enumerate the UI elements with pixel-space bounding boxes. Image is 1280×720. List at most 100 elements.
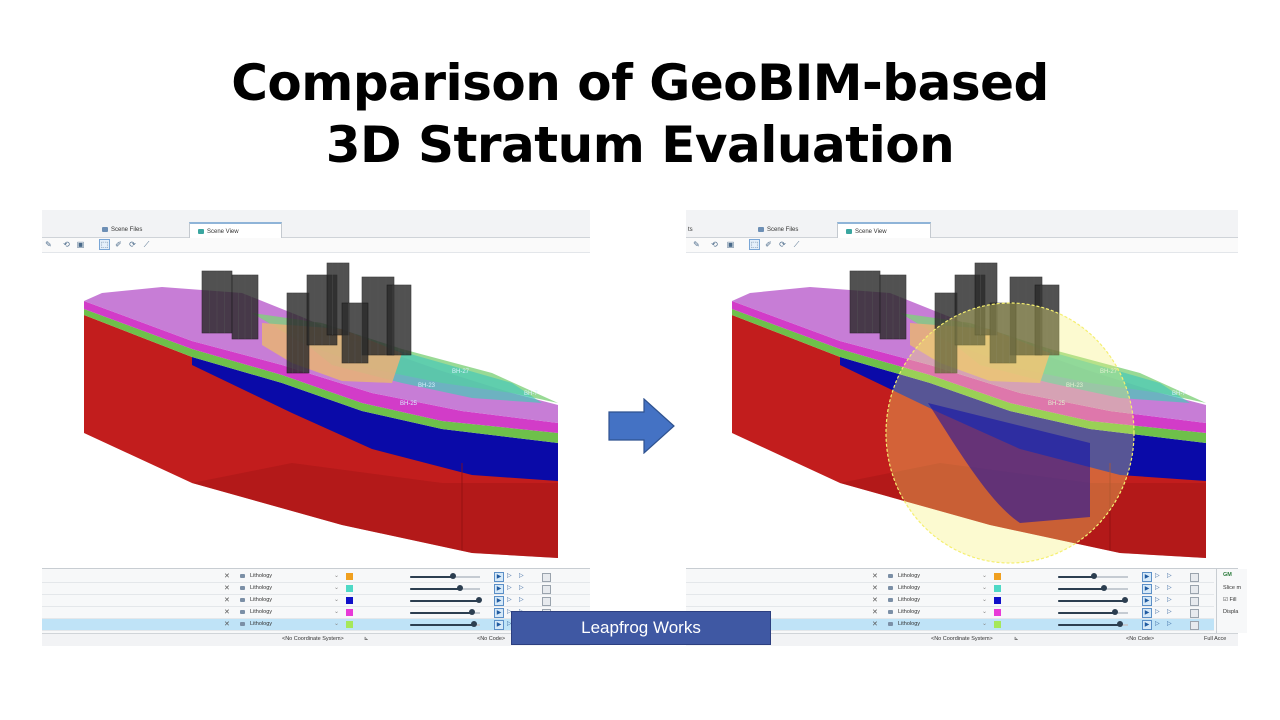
- play-icon[interactable]: ▶: [1142, 596, 1152, 606]
- grid-icon[interactable]: [1190, 573, 1199, 582]
- chevron-down-icon[interactable]: ⌄: [334, 573, 340, 579]
- slice-icon[interactable]: ▷: [1155, 597, 1160, 603]
- chevron-down-icon[interactable]: ⌄: [982, 573, 988, 579]
- tab-scene-view[interactable]: Scene View: [837, 222, 931, 239]
- slice-icon[interactable]: ▷: [507, 585, 512, 591]
- play-icon[interactable]: ▶: [494, 572, 504, 582]
- layer-row[interactable]: ✕Lithology⌄▶▷▷: [686, 619, 1214, 631]
- select-icon[interactable]: ⬚: [749, 239, 760, 250]
- remove-icon[interactable]: ✕: [224, 585, 230, 592]
- play-icon[interactable]: ▶: [1142, 608, 1152, 618]
- grid-icon[interactable]: [1190, 609, 1199, 618]
- rotate-icon[interactable]: ⟲: [63, 240, 70, 249]
- select-icon[interactable]: ⬚: [99, 239, 110, 250]
- slice-icon[interactable]: ▷: [1155, 585, 1160, 591]
- layer-color-swatch[interactable]: [346, 621, 353, 628]
- coordinate-system[interactable]: <No Coordinate System>: [931, 636, 993, 642]
- remove-icon[interactable]: ✕: [224, 597, 230, 604]
- layer-color-swatch[interactable]: [994, 597, 1001, 604]
- layer-row[interactable]: ✕Lithology⌄▶▷▷: [42, 571, 590, 583]
- layer-row[interactable]: ✕Lithology⌄▶▷▷: [686, 607, 1214, 619]
- layer-row[interactable]: ✕Lithology⌄▶▷▷: [42, 619, 590, 631]
- pencil-icon[interactable]: ✎: [45, 240, 52, 249]
- remove-icon[interactable]: ✕: [872, 609, 878, 616]
- orbit-icon[interactable]: ⟳: [129, 240, 136, 249]
- layer-color-swatch[interactable]: [994, 573, 1001, 580]
- slice-icon[interactable]: ▷: [507, 621, 512, 627]
- outline-icon[interactable]: ▷: [519, 585, 524, 591]
- play-icon[interactable]: ▶: [1142, 620, 1152, 630]
- outline-icon[interactable]: ▷: [1167, 621, 1172, 627]
- access-status[interactable]: Full Acce: [1204, 636, 1227, 642]
- tab-scene-files[interactable]: Scene Files: [750, 222, 806, 237]
- slice-icon[interactable]: ▷: [507, 597, 512, 603]
- tab-scene-view[interactable]: Scene View: [189, 222, 282, 239]
- chevron-down-icon[interactable]: ⌄: [982, 609, 988, 615]
- grid-icon[interactable]: [542, 585, 551, 594]
- grid-icon[interactable]: [1190, 597, 1199, 606]
- outline-icon[interactable]: ▷: [1167, 585, 1172, 591]
- play-icon[interactable]: ▶: [494, 608, 504, 618]
- 3d-viewport[interactable]: BH-27 BH-25 BH-23 BH-7: [42, 253, 590, 566]
- pencil-icon[interactable]: ✎: [693, 240, 700, 249]
- remove-icon[interactable]: ✕: [224, 609, 230, 616]
- layer-color-swatch[interactable]: [994, 621, 1001, 628]
- chevron-down-icon[interactable]: ⌄: [334, 597, 340, 603]
- remove-icon[interactable]: ✕: [872, 597, 878, 604]
- chevron-down-icon[interactable]: ⌄: [334, 585, 340, 591]
- play-icon[interactable]: ▶: [494, 596, 504, 606]
- opacity-slider[interactable]: [475, 597, 482, 603]
- chevron-down-icon[interactable]: ⌄: [334, 609, 340, 615]
- code-status[interactable]: <No Code>: [477, 636, 506, 642]
- layer-color-swatch[interactable]: [346, 585, 353, 592]
- tab-fragment[interactable]: ts: [688, 226, 693, 233]
- layer-color-swatch[interactable]: [994, 585, 1001, 592]
- outline-icon[interactable]: ▷: [1167, 597, 1172, 603]
- layer-row[interactable]: ✕Lithology⌄▶▷▷: [686, 595, 1214, 607]
- play-icon[interactable]: ▶: [494, 584, 504, 594]
- remove-icon[interactable]: ✕: [872, 573, 878, 580]
- opacity-slider[interactable]: [1091, 573, 1098, 579]
- outline-icon[interactable]: ▷: [1167, 573, 1172, 579]
- layer-color-swatch[interactable]: [346, 609, 353, 616]
- opacity-slider[interactable]: [1100, 585, 1107, 591]
- slice-icon[interactable]: ▷: [1155, 573, 1160, 579]
- slice-icon[interactable]: ▷: [507, 609, 512, 615]
- opacity-slider[interactable]: [468, 609, 475, 615]
- draw-icon[interactable]: ✐: [765, 240, 772, 249]
- coordinate-system[interactable]: <No Coordinate System>: [282, 636, 344, 642]
- code-status[interactable]: <No Code>: [1126, 636, 1155, 642]
- fill-checkbox[interactable]: ☑ Fill: [1223, 597, 1237, 603]
- 3d-viewport[interactable]: BH-27 BH-25 BH-23 BH-7: [686, 253, 1238, 566]
- view-icon[interactable]: ▣: [76, 240, 85, 249]
- draw-icon[interactable]: ✐: [115, 240, 122, 249]
- chevron-down-icon[interactable]: ⌄: [334, 621, 340, 627]
- opacity-slider[interactable]: [471, 621, 478, 627]
- grid-icon[interactable]: [1190, 621, 1199, 630]
- opacity-slider[interactable]: [1112, 609, 1119, 615]
- grid-icon[interactable]: [1190, 585, 1199, 594]
- view-icon[interactable]: ▣: [726, 240, 735, 249]
- remove-icon[interactable]: ✕: [224, 621, 230, 628]
- chevron-down-icon[interactable]: ⌄: [982, 585, 988, 591]
- layer-color-swatch[interactable]: [346, 573, 353, 580]
- opacity-slider[interactable]: [1116, 621, 1123, 627]
- rotate-icon[interactable]: ⟲: [711, 240, 718, 249]
- layer-color-swatch[interactable]: [346, 597, 353, 604]
- play-icon[interactable]: ▶: [1142, 572, 1152, 582]
- layer-row[interactable]: ✕Lithology⌄▶▷▷: [686, 583, 1214, 595]
- axis-icon[interactable]: ⊾: [1014, 636, 1019, 642]
- opacity-slider[interactable]: [457, 585, 464, 591]
- play-icon[interactable]: ▶: [494, 620, 504, 630]
- layer-color-swatch[interactable]: [994, 609, 1001, 616]
- layer-row[interactable]: ✕Lithology⌄▶▷▷: [42, 583, 590, 595]
- layer-row[interactable]: ✕Lithology⌄▶▷▷: [42, 595, 590, 607]
- opacity-slider[interactable]: [450, 573, 457, 579]
- remove-icon[interactable]: ✕: [224, 573, 230, 580]
- layer-row[interactable]: ✕Lithology⌄▶▷▷: [42, 607, 590, 619]
- chevron-down-icon[interactable]: ⌄: [982, 597, 988, 603]
- grid-icon[interactable]: [542, 573, 551, 582]
- tab-scene-files[interactable]: Scene Files: [94, 222, 150, 237]
- outline-icon[interactable]: ▷: [519, 597, 524, 603]
- grid-icon[interactable]: [542, 597, 551, 606]
